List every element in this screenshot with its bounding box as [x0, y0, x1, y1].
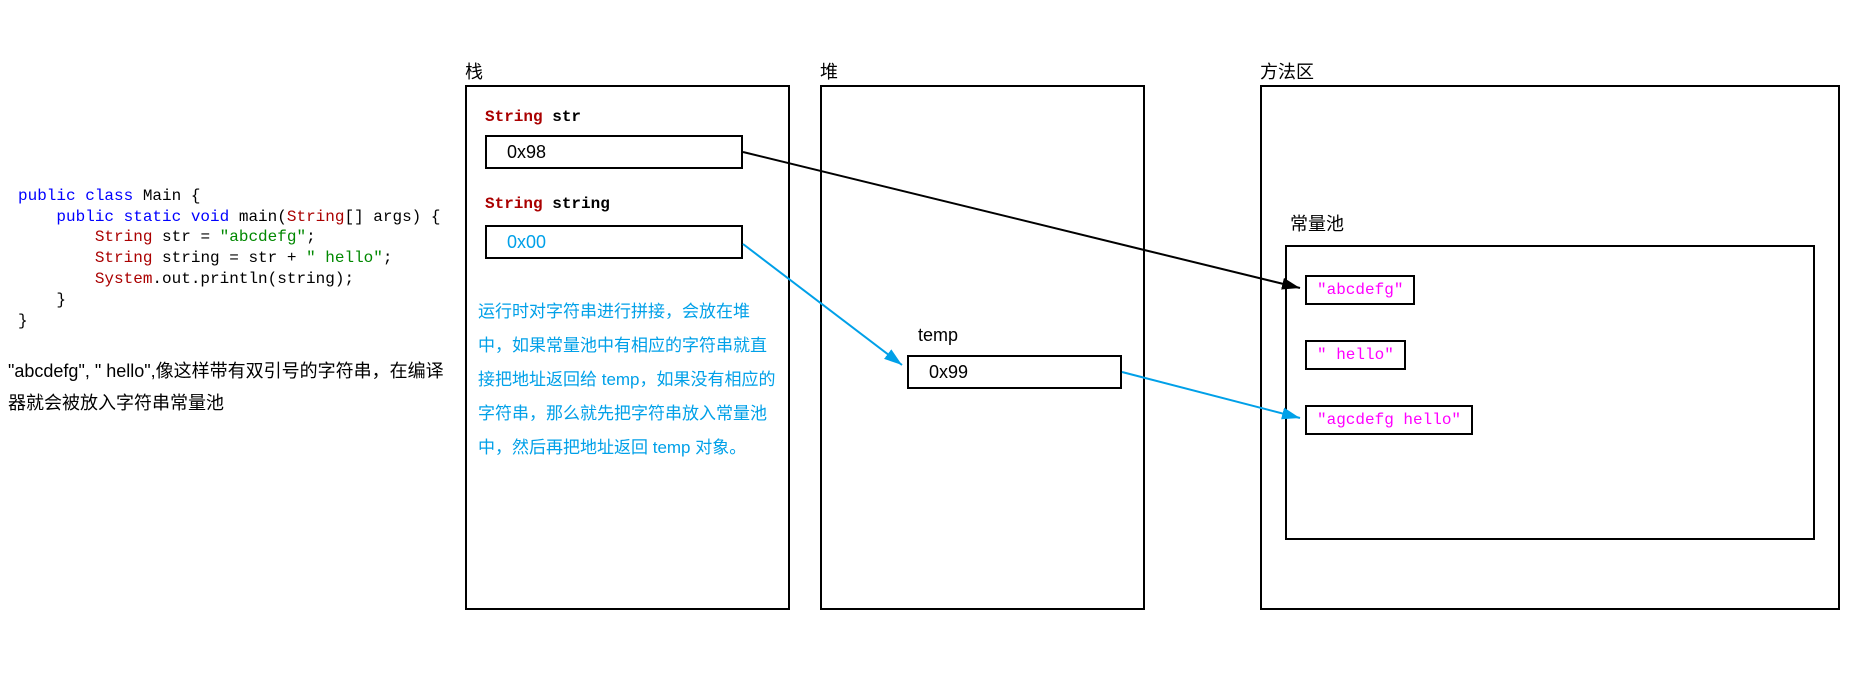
- temp-value-box: 0x99: [907, 355, 1122, 389]
- code-token: String: [18, 228, 162, 246]
- code-token: "abcdefg": [220, 228, 306, 246]
- const-hello: " hello": [1305, 340, 1406, 370]
- code-token: string = str +: [162, 249, 306, 267]
- stack-label: 栈: [465, 58, 483, 84]
- var-string-value-box: 0x00: [485, 225, 743, 259]
- var-name: string: [543, 195, 610, 213]
- code-token: String: [18, 249, 162, 267]
- temp-value: 0x99: [929, 362, 968, 383]
- code-token: ;: [306, 228, 316, 246]
- const-abcdefg: "abcdefg": [1305, 275, 1415, 305]
- temp-label: temp: [918, 325, 958, 346]
- code-token: Main {: [143, 187, 201, 205]
- code-token: .out.println(string);: [152, 270, 354, 288]
- code-block: public class Main { public static void m…: [18, 165, 440, 331]
- var-str-label: String str: [485, 108, 581, 126]
- code-token: str =: [162, 228, 220, 246]
- code-token: [] args) {: [344, 208, 440, 226]
- code-token: String: [287, 208, 345, 226]
- const-concat: "agcdefg hello": [1305, 405, 1473, 435]
- method-area-label: 方法区: [1260, 58, 1314, 84]
- const-pool-label: 常量池: [1290, 210, 1344, 236]
- code-token: public class: [18, 187, 143, 205]
- heap-region: [820, 85, 1145, 610]
- code-token: }: [18, 291, 66, 309]
- code-token: public static void: [18, 208, 239, 226]
- var-name: str: [543, 108, 581, 126]
- var-str-value-box: 0x98: [485, 135, 743, 169]
- var-str-value: 0x98: [507, 142, 546, 163]
- runtime-note: 运行时对字符串进行拼接，会放在堆中，如果常量池中有相应的字符串就直接把地址返回给…: [478, 295, 778, 465]
- heap-label: 堆: [820, 58, 838, 84]
- var-string-label: String string: [485, 195, 610, 213]
- var-string-value: 0x00: [507, 232, 546, 253]
- explanation-text: "abcdefg", " hello",像这样带有双引号的字符串，在编译器就会被…: [8, 355, 448, 420]
- var-type: String: [485, 195, 543, 213]
- var-type: String: [485, 108, 543, 126]
- code-token: }: [18, 312, 28, 330]
- code-token: ;: [383, 249, 393, 267]
- code-token: main(: [239, 208, 287, 226]
- code-token: " hello": [306, 249, 383, 267]
- code-token: System: [18, 270, 152, 288]
